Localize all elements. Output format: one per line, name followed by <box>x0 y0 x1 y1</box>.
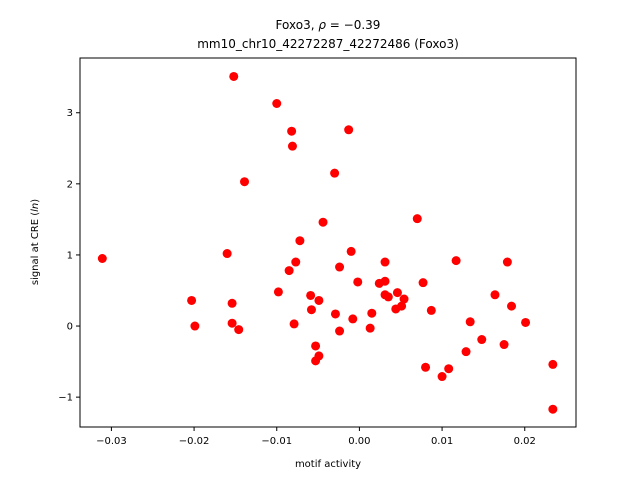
data-point-0 <box>97 254 107 263</box>
data-point-6 <box>234 325 244 335</box>
x-tick-label-4: 0.01 <box>431 436 453 447</box>
data-point-17 <box>306 290 316 300</box>
data-point-28 <box>344 125 354 135</box>
data-point-42 <box>399 294 409 304</box>
data-point-3 <box>222 249 232 259</box>
plot-area <box>97 71 558 414</box>
data-point-15 <box>295 236 305 246</box>
data-point-21 <box>314 351 324 361</box>
data-point-33 <box>367 308 377 318</box>
data-point-38 <box>383 292 393 302</box>
y-tick-label-1: 0 <box>67 322 73 333</box>
data-point-52 <box>477 335 487 345</box>
data-point-16 <box>289 319 299 329</box>
data-point-24 <box>330 168 340 178</box>
x-tick-label-2: −0.01 <box>261 436 292 447</box>
data-point-53 <box>490 290 500 300</box>
data-point-59 <box>548 404 558 414</box>
x-tick-label-0: −0.03 <box>96 436 127 447</box>
data-point-56 <box>507 301 517 311</box>
data-point-55 <box>502 257 512 267</box>
x-axis-label: motif activity <box>295 459 361 470</box>
y-tick-label-3: 2 <box>67 179 73 190</box>
data-point-23 <box>318 217 328 227</box>
data-point-32 <box>365 323 375 333</box>
data-point-10 <box>273 287 283 297</box>
data-point-49 <box>451 256 461 266</box>
data-point-7 <box>229 71 239 81</box>
axes-frame <box>79 57 577 428</box>
data-point-48 <box>444 364 454 374</box>
data-point-51 <box>465 317 475 327</box>
data-point-9 <box>272 99 282 108</box>
x-axis: −0.03 −0.02 −0.01 0.00 0.01 0.02 <box>96 427 536 447</box>
y-tick-label-0: −1 <box>58 393 73 404</box>
x-tick-label-1: −0.02 <box>179 436 210 447</box>
data-point-30 <box>348 314 358 324</box>
data-point-4 <box>227 298 237 308</box>
data-point-50 <box>461 347 471 357</box>
y-tick-label-2: 1 <box>67 250 73 261</box>
data-point-5 <box>227 318 237 328</box>
data-point-29 <box>346 246 356 256</box>
data-point-46 <box>426 305 436 315</box>
data-point-18 <box>306 305 316 315</box>
data-point-26 <box>335 262 345 272</box>
data-point-11 <box>287 126 297 136</box>
data-point-43 <box>412 214 422 224</box>
data-point-47 <box>437 372 447 382</box>
data-point-44 <box>418 278 428 288</box>
chart-title-line2: mm10_chr10_42272287_42272486 (Foxo3) <box>197 37 459 51</box>
y-axis: −1 0 1 2 3 <box>58 108 80 404</box>
x-tick-label-5: 0.02 <box>514 436 536 447</box>
data-point-12 <box>287 141 297 151</box>
data-point-36 <box>380 276 390 286</box>
data-point-22 <box>314 295 324 305</box>
data-point-19 <box>311 341 321 351</box>
data-point-1 <box>187 295 197 305</box>
data-point-2 <box>190 321 200 331</box>
data-point-13 <box>284 266 294 276</box>
data-point-58 <box>548 359 558 369</box>
data-point-41 <box>397 301 407 311</box>
data-point-57 <box>521 317 531 327</box>
data-point-25 <box>330 309 340 319</box>
data-point-35 <box>380 257 390 267</box>
x-tick-label-3: 0.00 <box>348 436 370 447</box>
data-point-14 <box>291 257 301 267</box>
data-point-27 <box>335 326 345 336</box>
data-point-8 <box>240 177 250 187</box>
data-point-40 <box>392 288 402 298</box>
y-tick-label-4: 3 <box>67 108 73 119</box>
data-point-54 <box>499 340 509 350</box>
y-axis-label: signal at CRE (ln) <box>30 199 41 285</box>
chart-title-line1: Foxo3, ρ = −0.39 <box>276 18 381 32</box>
data-point-45 <box>421 362 431 372</box>
data-point-31 <box>353 277 363 287</box>
